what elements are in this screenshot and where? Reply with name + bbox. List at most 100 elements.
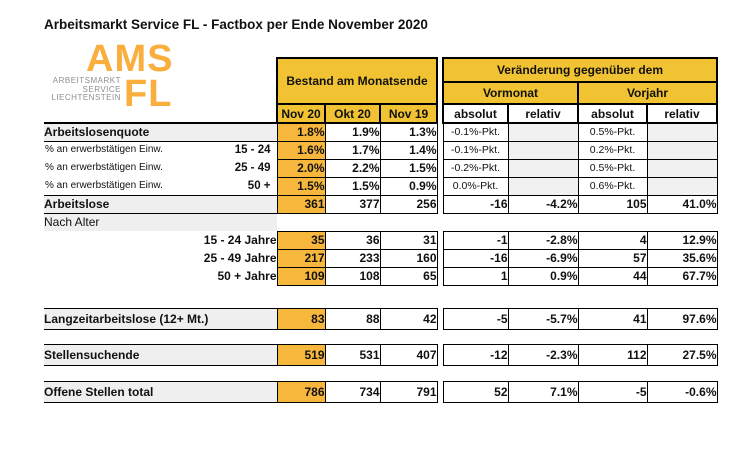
table-row: Arbeitslosenquote 1.8% 1.9% 1.3% -0.1%-Pkt. 0… bbox=[44, 122, 718, 142]
table-row: Arbeitslose 361 377 256 -16 -4.2% 105 41.0% bbox=[44, 194, 718, 214]
delta-vormonat-relativ: -2.8% bbox=[507, 230, 579, 250]
delta-vorjahr-absolut: 112 bbox=[577, 343, 648, 366]
delta-vorjahr-relativ bbox=[646, 122, 718, 142]
row-label-text: % an erwerbstätigen Einw. bbox=[45, 144, 163, 156]
table-row: Langzeitarbeitslose (12+ Mt.) 83 88 42 -5 -5.… bbox=[44, 307, 718, 330]
delta-vorjahr-relativ: 27.5% bbox=[646, 343, 718, 366]
row-spacer bbox=[44, 329, 717, 344]
header-vormonat-relativ: relativ bbox=[507, 103, 579, 124]
delta-vorjahr-relativ bbox=[646, 140, 718, 160]
delta-vorjahr-relativ: 97.6% bbox=[646, 307, 718, 330]
logo-fl-text: FL bbox=[124, 73, 173, 115]
value-okt20: 36 bbox=[324, 230, 381, 250]
value-nov20: 35 bbox=[276, 230, 326, 250]
delta-vormonat-relativ: -6.9% bbox=[507, 248, 579, 268]
delta-vormonat-relativ bbox=[507, 176, 579, 196]
table-row: 25 - 49 Jahre 217 233 160 -16 -6.9% 57 35.6% bbox=[44, 248, 718, 268]
page-title: Arbeitsmarkt Service FL - Factbox per En… bbox=[44, 17, 428, 32]
value-nov19: 0.9% bbox=[379, 176, 438, 196]
row-spacer bbox=[44, 285, 717, 308]
delta-vormonat-absolut: -0.1%-Pkt. bbox=[442, 122, 509, 142]
delta-vorjahr-absolut: 4 bbox=[577, 230, 648, 250]
delta-vorjahr-relativ: 35.6% bbox=[646, 248, 718, 268]
value-okt20: 1.7% bbox=[324, 140, 381, 160]
value-okt20: 1.5% bbox=[324, 176, 381, 196]
header-row-groups: Bestand am Monatsende Veränderung gegenü… bbox=[44, 57, 718, 105]
row-label: Arbeitslosenquote bbox=[44, 122, 277, 142]
header-month-nov20: Nov 20 bbox=[276, 103, 326, 124]
value-okt20: 1.9% bbox=[324, 122, 381, 142]
delta-vorjahr-absolut: 105 bbox=[577, 194, 648, 214]
header-veraenderung: Veränderung gegenüber dem bbox=[442, 57, 718, 83]
row-label: 25 - 49 Jahre bbox=[203, 251, 277, 265]
delta-vorjahr-absolut: 41 bbox=[577, 307, 648, 330]
delta-vormonat-absolut: -0.2%-Pkt. bbox=[442, 158, 509, 178]
spacer-row bbox=[44, 329, 717, 344]
header-vorjahr-relativ: relativ bbox=[646, 103, 718, 124]
factbox-table: Bestand am Monatsende Veränderung gegenü… bbox=[44, 57, 718, 403]
delta-vorjahr-relativ: 12.9% bbox=[646, 230, 718, 250]
row-label-age-range: 50 + bbox=[247, 179, 271, 192]
header-bestand: Bestand am Monatsende bbox=[276, 57, 438, 105]
value-okt20: 734 bbox=[324, 380, 381, 403]
delta-vormonat-absolut: -16 bbox=[442, 248, 509, 268]
header-row-periods: Vormonat Vorjahr bbox=[44, 81, 718, 105]
value-nov20: 2.0% bbox=[276, 158, 326, 178]
header-vormonat-absolut: absolut bbox=[442, 103, 509, 124]
header-spacer bbox=[44, 82, 277, 104]
delta-vorjahr-relativ: -0.6% bbox=[646, 380, 718, 403]
delta-vorjahr-absolut: 44 bbox=[577, 266, 648, 286]
header-vorjahr-absolut: absolut bbox=[577, 103, 648, 124]
row-spacer bbox=[44, 365, 717, 381]
table-row: % an erwerbstätigen Einw. 15 - 24 1.6% 1.7%… bbox=[44, 140, 718, 160]
row-label: % an erwerbstätigen Einw. 15 - 24 bbox=[44, 141, 277, 159]
table-row: 15 - 24 Jahre 35 36 31 -1 -2.8% 4 12.9% bbox=[44, 230, 718, 250]
value-nov19: 1.4% bbox=[379, 140, 438, 160]
row-label: Langzeitarbeitslose (12+ Mt.) bbox=[44, 307, 277, 330]
logo-org-line: LIECHTENSTEIN bbox=[51, 93, 121, 103]
delta-vormonat-absolut: -16 bbox=[442, 194, 509, 214]
header-spacer bbox=[44, 58, 277, 82]
row-label: % an erwerbstätigen Einw. 50 + bbox=[44, 177, 277, 195]
row-label: 50 + Jahre bbox=[217, 269, 277, 283]
ams-fl-logo: AMS ARBEITSMARKT SERVICE LIECHTENSTEIN F… bbox=[44, 40, 277, 116]
delta-vorjahr-absolut: 0.2%-Pkt. bbox=[577, 140, 648, 160]
table-row: Offene Stellen total 786 734 791 52 7.1% -5 -0.… bbox=[44, 380, 718, 403]
table-row: % an erwerbstätigen Einw. 25 - 49 2.0% 2.2%… bbox=[44, 158, 718, 178]
delta-vormonat-absolut: -1 bbox=[442, 230, 509, 250]
row-label-text: % an erwerbstätigen Einw. bbox=[45, 162, 163, 173]
value-nov20: 83 bbox=[276, 307, 326, 330]
delta-vormonat-absolut: 52 bbox=[442, 380, 509, 403]
value-nov20: 361 bbox=[276, 194, 326, 214]
spacer-row bbox=[44, 365, 717, 381]
header-vormonat: Vormonat bbox=[442, 81, 579, 105]
delta-vormonat-absolut: 1 bbox=[442, 266, 509, 286]
delta-vorjahr-absolut: -5 bbox=[577, 380, 648, 403]
value-nov19: 1.3% bbox=[379, 122, 438, 142]
delta-vormonat-absolut: -0.1%-Pkt. bbox=[442, 140, 509, 160]
logo-org-line: ARBEITSMARKT bbox=[52, 76, 121, 85]
delta-vormonat-absolut: 0.0%-Pkt. bbox=[442, 176, 509, 196]
value-okt20: 531 bbox=[324, 343, 381, 366]
header-month-nov19: Nov 19 bbox=[379, 103, 438, 124]
delta-vormonat-relativ bbox=[507, 158, 579, 178]
delta-vormonat-relativ: -2.3% bbox=[507, 343, 579, 366]
row-label-text: % an erwerbstätigen Einw. bbox=[45, 179, 163, 191]
value-nov19: 1.5% bbox=[379, 158, 438, 178]
row-label-age-range: 25 - 49 bbox=[234, 162, 271, 174]
table-row: Stellensuchende 519 531 407 -12 -2.3% 112 27.5% bbox=[44, 343, 718, 366]
value-nov20: 109 bbox=[276, 266, 326, 286]
delta-vorjahr-absolut: 0.6%-Pkt. bbox=[577, 176, 648, 196]
logo-ams-text: AMS bbox=[86, 38, 174, 80]
spacer-row bbox=[44, 285, 717, 308]
header-spacer bbox=[44, 104, 277, 123]
value-nov20: 217 bbox=[276, 248, 326, 268]
value-nov19: 407 bbox=[379, 343, 438, 366]
delta-vormonat-absolut: -12 bbox=[442, 343, 509, 366]
delta-vorjahr-relativ: 41.0% bbox=[646, 194, 718, 214]
value-nov20: 1.8% bbox=[276, 122, 326, 142]
row-label-age-range: 15 - 24 bbox=[234, 144, 271, 157]
row-label: 15 - 24 Jahre bbox=[203, 233, 277, 247]
value-okt20: 88 bbox=[324, 307, 381, 330]
